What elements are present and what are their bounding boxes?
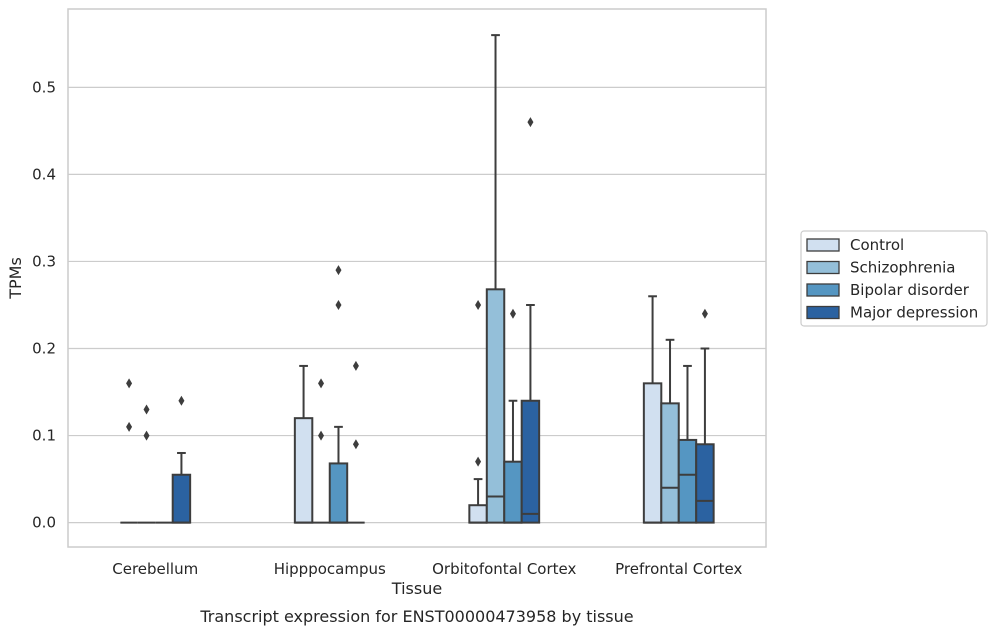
legend-swatch: [806, 260, 840, 275]
plot-frame: [67, 8, 767, 548]
outlier-point: [178, 395, 185, 406]
legend-label: Schizophrenia: [850, 259, 955, 277]
legend: Control Schizophrenia Bipolar disorder Majo…: [800, 230, 988, 327]
box-iqr: [171, 473, 192, 524]
x-tick-label: Cerebellum: [112, 560, 198, 578]
box-iqr: [503, 460, 523, 524]
box-element: [660, 338, 680, 524]
y-axis-label: TPMs: [6, 257, 25, 300]
outlier-point: [475, 456, 482, 467]
box-element: [468, 299, 488, 524]
legend-label: Bipolar disorder: [850, 281, 970, 299]
y-tick-label: 0.4: [32, 165, 56, 183]
outlier-point: [335, 265, 342, 276]
y-tick-label: 0.1: [32, 427, 56, 445]
box-element: [120, 378, 138, 524]
outlier-point: [509, 308, 516, 319]
box-iqr: [485, 288, 506, 524]
y-tick-label: 0.5: [32, 78, 56, 96]
outlier-point: [126, 378, 133, 389]
box-iqr: [293, 417, 314, 524]
legend-swatch: [806, 283, 840, 297]
box-element: [485, 34, 506, 524]
x-axis-label: Tissue: [391, 579, 442, 598]
outlier-point: [126, 421, 133, 432]
box-iqr: [695, 443, 715, 524]
outlier-point: [143, 430, 150, 441]
box-element: [677, 364, 698, 524]
legend-label: Major depression: [850, 304, 978, 322]
y-tick-labels: 0.0 0.1 0.2 0.3 0.4 0.5: [32, 78, 56, 531]
box-plot-series: [120, 34, 715, 524]
box-element: [328, 265, 349, 524]
box-element: [171, 395, 192, 524]
box-element: [642, 295, 663, 524]
box-iqr: [520, 399, 541, 524]
outlier-point: [352, 439, 359, 450]
outlier-point: [352, 360, 359, 371]
series-major-depression: [171, 117, 715, 524]
outlier-point: [143, 404, 150, 415]
box-element: [695, 308, 715, 524]
chart-caption: Transcript expression for ENST0000047395…: [199, 607, 633, 626]
legend-swatch: [806, 238, 840, 252]
outlier-point: [318, 430, 325, 441]
box-iqr: [328, 462, 349, 524]
series-control: [120, 295, 663, 524]
legend-swatch: [806, 305, 840, 320]
outlier-point: [701, 308, 708, 319]
x-tick-labels: Cerebellum Hipppocampus Orbitofontal Corte…: [112, 560, 742, 578]
x-tick-label: Orbitofontal Cortex: [432, 560, 576, 578]
y-tick-label: 0.0: [32, 514, 56, 532]
x-tick-label: Prefrontal Cortex: [615, 560, 742, 578]
legend-label: Control: [850, 236, 904, 254]
y-tick-label: 0.2: [32, 340, 56, 358]
outlier-point: [318, 378, 325, 389]
box-element: [137, 404, 156, 524]
outlier-point: [527, 117, 534, 128]
box-element: [347, 360, 365, 524]
y-tick-label: 0.3: [32, 252, 56, 270]
box-iqr: [468, 504, 488, 524]
box-iqr: [677, 438, 698, 524]
box-element: [312, 378, 330, 524]
box-iqr: [642, 382, 663, 524]
box-element: [293, 364, 314, 524]
box-element: [503, 308, 523, 524]
x-tick-label: Hipppocampus: [274, 560, 386, 578]
box-element: [520, 117, 541, 524]
series-bipolar-disorder: [155, 265, 698, 524]
legend-frame: [800, 230, 988, 327]
box-iqr: [660, 402, 680, 524]
outlier-point: [475, 299, 482, 310]
outlier-point: [335, 299, 342, 310]
series-schizophrenia: [137, 34, 680, 524]
